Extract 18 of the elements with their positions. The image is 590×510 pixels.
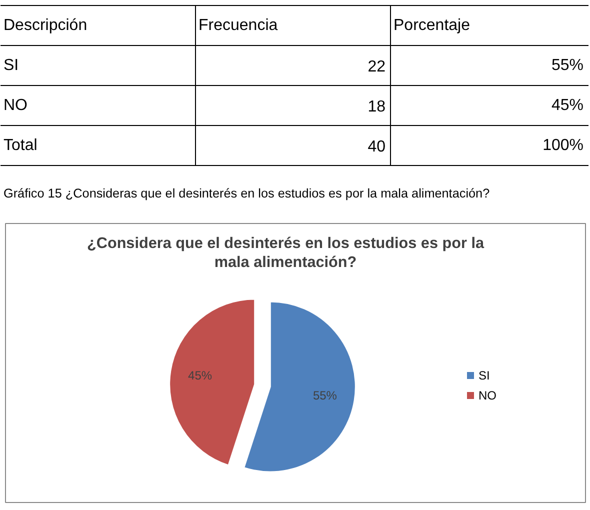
text: 55% [551, 57, 584, 74]
text: Porcentaje [394, 17, 470, 34]
data-label: 55% [312, 388, 338, 402]
data-label: 45% [188, 368, 212, 383]
chart-title: ¿Considera que el desinterés en los estudios es por la mala alimentación? [87, 235, 484, 271]
text: NO [4, 97, 28, 114]
text: Frecuencia [198, 17, 278, 34]
legend-label: SI [478, 368, 490, 382]
text: 100% [542, 137, 584, 154]
text: SI [4, 57, 19, 74]
text: 45% [551, 97, 584, 114]
text: Total [4, 137, 38, 154]
legend-label: NO [478, 388, 496, 402]
text: 40 [368, 138, 386, 156]
text: Descripción [4, 17, 88, 34]
text: Gráfico 15 ¿Consideras que el desinterés en los estudios es por la mala alimentación? [4, 186, 490, 200]
text: 22 [368, 58, 386, 76]
text: 18 [368, 98, 386, 116]
